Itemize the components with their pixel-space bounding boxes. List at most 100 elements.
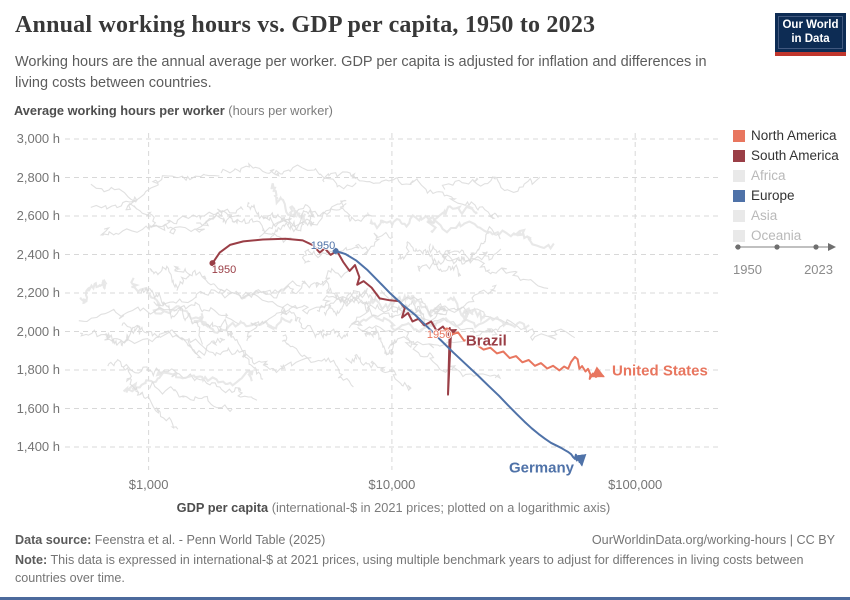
series-line-germany[interactable] [334, 250, 587, 467]
country-label-brazil[interactable]: Brazil [465, 332, 507, 350]
background-line [387, 321, 509, 349]
y-tick-label: 1,600 h [16, 400, 60, 416]
start-year-label-brazil: 1950 [211, 263, 237, 276]
background-line [322, 171, 412, 186]
owid-license-link[interactable]: OurWorldinData.org/working-hours | CC BY [591, 533, 835, 547]
background-line [220, 162, 357, 190]
legend-label: North America [751, 128, 837, 143]
series-line-brazil[interactable] [211, 237, 458, 396]
background-line [409, 178, 499, 220]
x-tick-label: $1,000 [128, 477, 169, 492]
footer-note: Note: This data is expressed in internat… [15, 553, 804, 586]
footer-source-line: Data source: Feenstra et al. - Penn Worl… [15, 533, 835, 547]
background-line [90, 173, 220, 203]
y-tick-label: 3,000 h [16, 131, 60, 146]
y-axis-title: Average working hours per worker (hours … [14, 103, 333, 118]
legend-swatch-south-america [733, 149, 745, 162]
background-line [348, 303, 498, 336]
series-start-dot-brazil [209, 260, 216, 267]
x-tick-label: $10,000 [368, 477, 416, 492]
country-label-germany[interactable]: Germany [508, 459, 574, 477]
legend-label: Oceania [751, 228, 802, 243]
background-line [80, 329, 203, 359]
background-line [241, 267, 350, 299]
legend-item-africa[interactable]: Africa [733, 168, 848, 183]
legend-item-europe[interactable]: Europe [733, 188, 848, 203]
chart-title: Annual working hours vs. GDP per capita,… [15, 12, 596, 38]
owid-logo-line2: in Data [791, 32, 830, 45]
series-start-dot-germany [332, 248, 339, 255]
background-line [426, 218, 555, 251]
background-line [196, 214, 292, 244]
series-start-dot-united-states [444, 327, 450, 333]
background-line [104, 324, 141, 347]
legend-swatch-north-america [733, 129, 745, 142]
background-line [380, 284, 497, 318]
timeline-start-year: 1950 [733, 262, 762, 277]
x-tick-label: $100,000 [608, 477, 663, 492]
background-line [397, 241, 462, 277]
legend: North America South America Africa Europe As… [733, 128, 848, 248]
timeline-end-year: 2023 [804, 262, 833, 277]
chart-subtitle: Working hours are the annual average per… [15, 54, 707, 91]
background-line [99, 206, 244, 236]
background-line [357, 314, 530, 333]
background-line [369, 204, 479, 230]
legend-label: Asia [751, 208, 778, 223]
background-line [200, 312, 293, 335]
y-tick-label: 2,800 h [16, 169, 60, 185]
start-year-label-germany: 1950 [310, 240, 336, 253]
legend-swatch-oceania [733, 229, 745, 242]
start-year-label-united-states: 1950 [426, 328, 452, 341]
background-line [364, 327, 398, 357]
timeline-axis: 1950 2023 [733, 240, 837, 277]
background-line [280, 309, 349, 340]
background-line [107, 358, 179, 430]
legend-item-north-america[interactable]: North America [733, 128, 848, 143]
legend-label: Europe [751, 188, 795, 203]
bottom-accent-bar [0, 597, 850, 600]
y-tick-label: 2,600 h [16, 208, 60, 223]
background-line [140, 287, 204, 345]
background-line [188, 337, 312, 374]
background-line [269, 208, 316, 240]
legend-item-south-america[interactable]: South America [733, 148, 848, 163]
legend-item-oceania[interactable]: Oceania [733, 228, 848, 243]
background-country-lines [78, 162, 576, 430]
background-line [122, 368, 254, 393]
y-tick-label: 2,000 h [16, 323, 60, 339]
legend-item-asia[interactable]: Asia [733, 208, 848, 223]
background-line [323, 287, 382, 317]
legend-swatch-asia [733, 209, 745, 222]
y-tick-label: 1,400 h [16, 439, 60, 454]
background-line [149, 265, 191, 291]
background-line [281, 334, 354, 388]
series-line-united-states[interactable] [445, 329, 605, 380]
legend-label: South America [751, 148, 839, 163]
background-line [441, 176, 541, 193]
owid-logo[interactable]: Our World in Data [775, 13, 846, 56]
legend-label: Africa [751, 168, 786, 183]
timeline-arrow-icon [735, 243, 836, 251]
background-line [78, 301, 240, 325]
background-line [345, 353, 412, 392]
y-tick-label: 1,800 h [16, 362, 60, 377]
background-line [301, 231, 394, 264]
y-tick-label: 2,200 h [16, 285, 60, 300]
background-line [400, 302, 576, 342]
owid-logo-line1: Our World [782, 19, 839, 32]
background-line [79, 278, 108, 305]
background-line [447, 295, 486, 324]
background-line [149, 381, 233, 413]
y-tick-label: 2,400 h [16, 246, 60, 262]
background-line [153, 288, 298, 313]
data-source-text: Data source: Feenstra et al. - Penn Worl… [15, 533, 326, 547]
country-label-united-states[interactable]: United States [611, 362, 708, 380]
legend-swatch-africa [733, 169, 745, 182]
x-axis-title: GDP per capita (international-$ in 2021 … [176, 500, 611, 515]
background-line [121, 322, 226, 356]
background-line [262, 204, 372, 226]
legend-swatch-europe [733, 189, 745, 202]
background-line [173, 265, 301, 300]
